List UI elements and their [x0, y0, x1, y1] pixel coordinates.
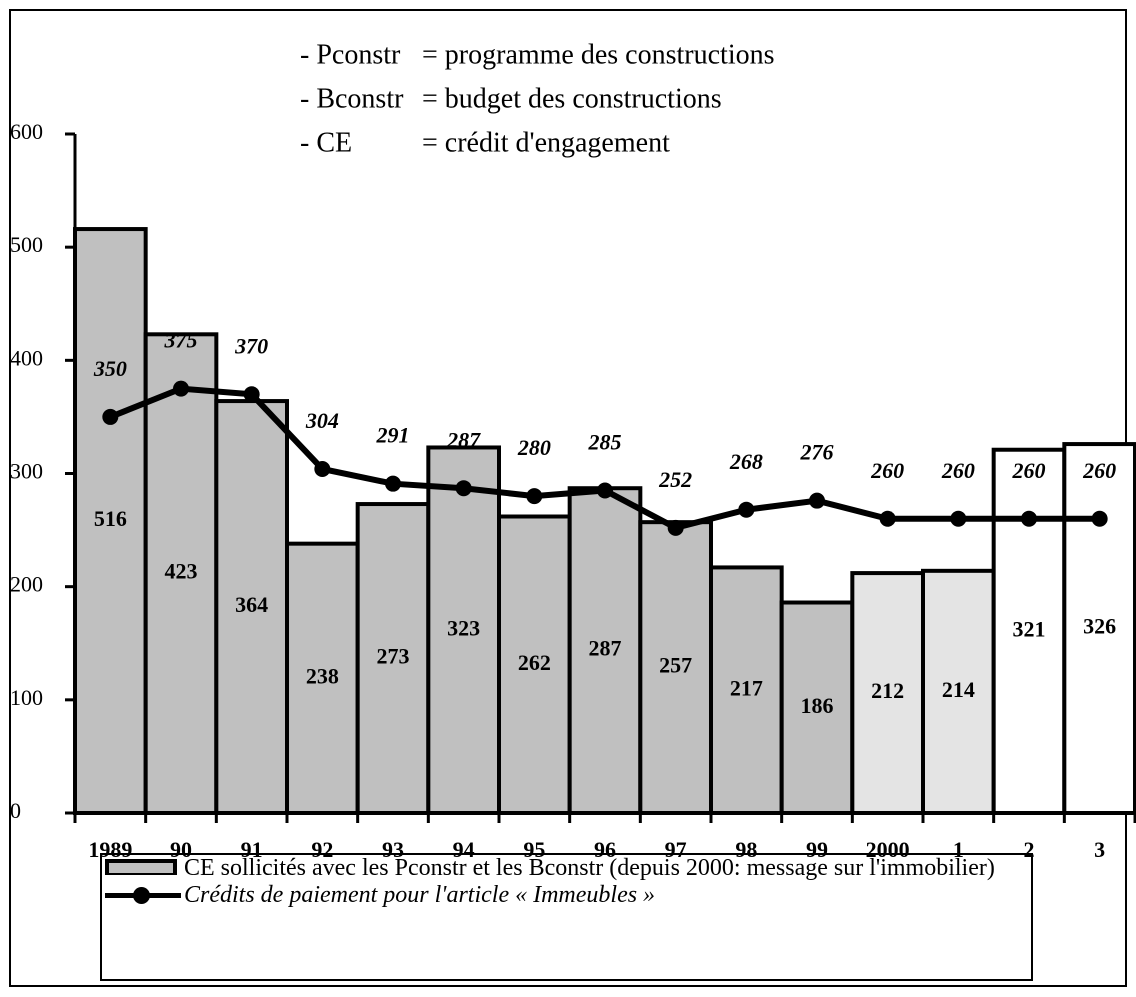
legend-line: Crédits de paiement pour l'article « Imm…: [102, 882, 1031, 909]
line-marker: [950, 510, 967, 527]
note-definition: = budget des constructions: [422, 83, 722, 114]
line-label: 260: [941, 458, 975, 483]
y-tick-label: 300: [10, 459, 43, 484]
bar-label: 238: [306, 663, 339, 688]
legend-marker: [133, 887, 150, 904]
line-label: 280: [517, 435, 551, 460]
line-marker: [314, 460, 331, 477]
line-marker: [738, 501, 755, 518]
line-label: 252: [658, 467, 692, 492]
bar-label: 262: [518, 650, 551, 675]
note-definition: = programme des constructions: [422, 39, 775, 70]
legend-swatch: [105, 859, 177, 875]
y-tick-label: 500: [10, 232, 43, 257]
bar-label: 326: [1083, 614, 1116, 639]
legend-bar: CE sollicités avec les Pconstr et les Bc…: [102, 855, 1031, 882]
x-tick-label: 94: [453, 837, 475, 862]
bar: [355, 502, 431, 815]
line-label: 260: [1082, 458, 1116, 483]
line-marker: [385, 475, 401, 492]
legend-label: Crédits de paiement pour l'article « Imm…: [184, 882, 656, 908]
bar: [779, 600, 855, 816]
line-marker: [667, 519, 684, 536]
x-tick-label: 92: [311, 837, 333, 862]
x-tick-label: 99: [806, 837, 828, 862]
x-tick-label: 3: [1094, 837, 1105, 862]
line-marker: [243, 386, 260, 403]
line-marker: [526, 488, 543, 505]
line-marker: [809, 492, 825, 509]
bar-label: 364: [235, 592, 268, 617]
note-definition: = crédit d'engagement: [422, 127, 670, 158]
line-label: 304: [305, 408, 339, 433]
bar-label: 257: [659, 653, 692, 678]
y-tick-label: 200: [10, 572, 43, 597]
bar-label: 287: [589, 636, 622, 661]
line-marker: [455, 480, 472, 497]
x-tick-label: 2: [1024, 837, 1035, 862]
x-tick-label: 98: [735, 837, 757, 862]
legend: CE sollicités avec les Pconstr et les Bc…: [100, 853, 1033, 981]
x-tick-label: 97: [665, 837, 687, 862]
bar-label: 214: [942, 677, 975, 702]
line-marker: [879, 510, 896, 527]
legend-label: CE sollicités avec les Pconstr et les Bc…: [184, 855, 995, 881]
line-label: 287: [446, 427, 481, 452]
bar: [709, 565, 784, 816]
x-tick-label: 90: [170, 837, 192, 862]
bar: [143, 332, 219, 815]
line-label: 291: [376, 423, 410, 448]
bar-label: 273: [377, 644, 410, 669]
bar: [1062, 442, 1136, 815]
bar-label: 217: [730, 675, 763, 700]
y-tick-label: 0: [10, 798, 21, 823]
line-marker: [102, 408, 119, 425]
x-tick-label: 1: [953, 837, 964, 862]
line-label: 375: [164, 328, 198, 353]
x-tick-label: 91: [241, 837, 263, 862]
line-label: 260: [870, 458, 904, 483]
x-tick-label: 1989: [88, 837, 132, 862]
note-term: - Bconstr: [300, 83, 404, 114]
x-tick-label: 96: [594, 837, 616, 862]
y-tick-label: 400: [10, 345, 43, 370]
note-term: - Pconstr: [300, 39, 401, 70]
line-label: 350: [93, 356, 127, 381]
line-marker: [1091, 510, 1108, 527]
y-tick-label: 100: [10, 685, 43, 710]
line-label: 276: [800, 440, 834, 465]
bar-label: 186: [801, 693, 834, 718]
line-label: 268: [729, 449, 763, 474]
bar-label: 321: [1013, 616, 1046, 641]
bar-label: 212: [871, 678, 904, 703]
y-tick-label: 600: [10, 119, 43, 144]
line-marker: [597, 482, 613, 499]
x-tick-label: 2000: [866, 837, 910, 862]
line-marker: [173, 380, 189, 397]
x-tick-label: 93: [382, 837, 404, 862]
bar-label: 516: [94, 506, 127, 531]
line-label: 285: [588, 430, 622, 455]
note-term: - CE: [300, 127, 352, 158]
x-tick-label: 95: [523, 837, 545, 862]
line-label: 370: [234, 333, 268, 358]
line-marker: [1021, 510, 1037, 527]
bar-label: 423: [165, 559, 198, 584]
line-label: 260: [1012, 458, 1046, 483]
bar-label: 323: [447, 615, 480, 640]
